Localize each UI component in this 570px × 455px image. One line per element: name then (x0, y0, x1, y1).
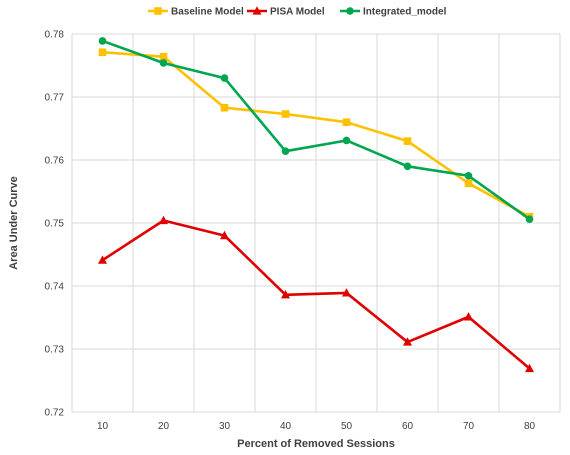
triangle-marker (281, 290, 290, 299)
x-tick-label: 50 (341, 421, 353, 432)
gridlines (71, 33, 561, 413)
triangle-marker (220, 230, 229, 240)
series-pisa-model (98, 215, 534, 373)
tick-labels: 0.72 0.73 0.74 0.75 0.76 0.77 0.78 10 20 30 40 50 60… (45, 30, 536, 433)
y-tick-label: 0.73 (45, 345, 65, 356)
circle-marker (220, 74, 229, 82)
circle-marker (281, 147, 290, 155)
y-tick-label: 0.75 (45, 219, 65, 230)
triangle-marker (525, 363, 534, 373)
chart-legend: Baseline Model PISA Model Integrated_model (148, 6, 447, 18)
square-marker (281, 110, 290, 118)
square-marker (464, 179, 473, 188)
x-tick-label: 60 (402, 421, 414, 432)
legend-label: Integrated_model (363, 7, 447, 18)
triangle-marker (403, 337, 412, 346)
square-marker (154, 7, 162, 15)
series-integrated-model (98, 37, 534, 224)
x-tick-label: 10 (97, 421, 109, 432)
legend-item: Integrated_model (340, 7, 447, 18)
x-tick-label: 80 (524, 421, 536, 432)
circle-marker (342, 136, 351, 145)
series-line (102, 39, 531, 221)
circle-marker (346, 7, 354, 15)
triangle-marker (159, 215, 168, 225)
triangle-marker (342, 288, 351, 297)
circle-marker (525, 215, 534, 224)
triangle-marker (98, 255, 107, 264)
square-marker (220, 103, 229, 112)
y-tick-label: 0.77 (45, 93, 65, 104)
x-tick-label: 30 (219, 421, 231, 432)
series-layer (98, 37, 534, 373)
y-tick-label: 0.78 (45, 30, 65, 41)
legend-item: Baseline Model (148, 7, 244, 18)
triangle-marker (464, 312, 473, 321)
square-marker (342, 118, 351, 126)
legend-label: Baseline Model (171, 7, 244, 18)
legend-item: PISA Model (247, 6, 325, 18)
square-marker (159, 52, 168, 61)
x-axis-title: Percent of Removed Sessions (237, 438, 395, 450)
legend-label: PISA Model (270, 7, 325, 18)
circle-marker (403, 162, 412, 171)
y-tick-label: 0.74 (45, 282, 65, 293)
triangle-marker (252, 6, 262, 15)
circle-marker (98, 37, 107, 45)
y-axis-title: Area Under Curve (8, 176, 20, 270)
circle-marker (464, 171, 473, 180)
x-tick-label: 70 (463, 421, 475, 432)
square-marker (403, 137, 412, 145)
square-marker (98, 48, 107, 57)
y-tick-label: 0.76 (45, 156, 65, 167)
x-tick-label: 40 (280, 421, 292, 432)
y-tick-label: 0.72 (45, 408, 65, 419)
series-line (101, 219, 531, 370)
x-tick-label: 20 (158, 421, 170, 432)
circle-marker (159, 59, 168, 67)
